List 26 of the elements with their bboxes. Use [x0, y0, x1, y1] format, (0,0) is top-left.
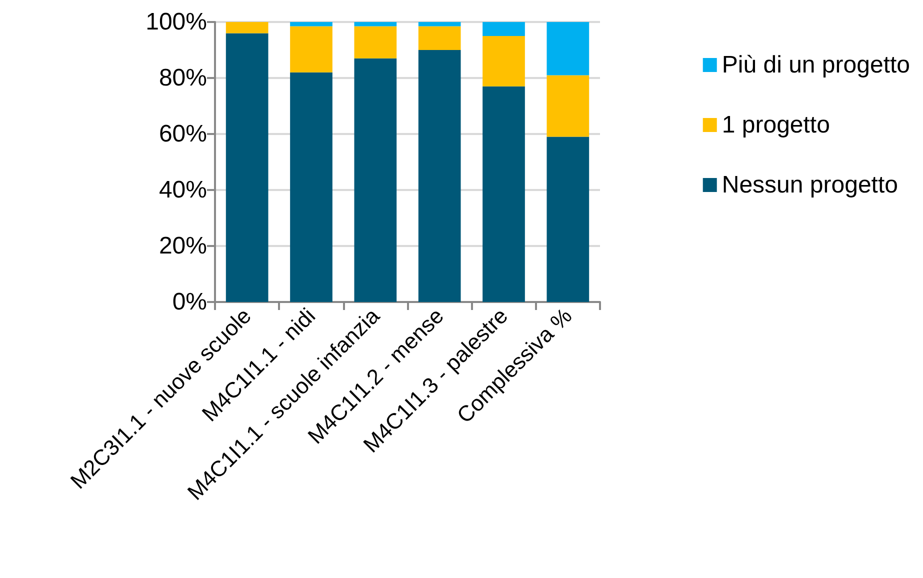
y-tick-label: 100%: [146, 8, 207, 36]
y-tick-label: 40%: [158, 176, 207, 204]
bar: [482, 22, 525, 36]
y-tick-label: 20%: [158, 232, 207, 260]
bar: [354, 26, 397, 58]
bar: [290, 26, 332, 72]
y-tick-label: 60%: [158, 120, 207, 148]
bar: [546, 75, 590, 137]
bar: [354, 22, 397, 26]
bar: [290, 22, 332, 26]
bar: [418, 50, 461, 302]
legend-label: Nessun progetto: [722, 172, 898, 198]
bar: [418, 26, 461, 50]
bar: [482, 36, 525, 86]
y-tick-label: 80%: [158, 64, 207, 92]
bar: [546, 136, 590, 302]
bar: [226, 33, 268, 302]
legend-label: 1 progetto: [722, 112, 830, 138]
bar: [546, 22, 590, 76]
legend-label: Più di un progetto: [722, 52, 910, 78]
bar: [290, 72, 332, 302]
y-tick-label: 0%: [172, 288, 207, 316]
bar: [482, 86, 525, 302]
bar: [226, 22, 268, 34]
bar: [418, 22, 461, 26]
bar: [354, 58, 397, 302]
